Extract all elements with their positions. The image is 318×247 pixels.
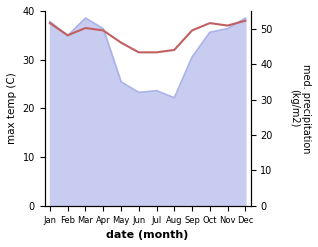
- Y-axis label: med. precipitation
(kg/m2): med. precipitation (kg/m2): [289, 64, 311, 153]
- Y-axis label: max temp (C): max temp (C): [7, 72, 17, 144]
- X-axis label: date (month): date (month): [107, 230, 189, 240]
